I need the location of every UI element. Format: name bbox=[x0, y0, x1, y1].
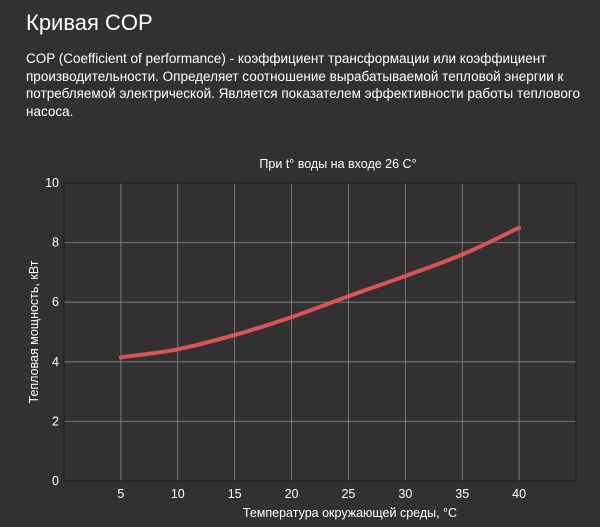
y-tick-label: 2 bbox=[52, 414, 59, 428]
x-tick-label: 10 bbox=[171, 487, 185, 501]
data-point bbox=[175, 347, 180, 352]
series-line bbox=[118, 225, 522, 360]
y-tick-label: 10 bbox=[45, 176, 59, 190]
x-tick-label: 35 bbox=[455, 487, 469, 501]
chart-series bbox=[118, 225, 522, 360]
y-tick-label: 6 bbox=[52, 295, 59, 309]
cop-chart: При t° воды на входе 26 C° 5 10 15 20 25 30 35… bbox=[27, 157, 577, 520]
data-point bbox=[517, 225, 522, 230]
x-tick-label: 20 bbox=[285, 487, 299, 501]
chart-title: При t° воды на входе 26 C° bbox=[259, 157, 416, 171]
y-axis-label: Тепловая мощность, кВт bbox=[27, 260, 41, 403]
chart-grid bbox=[64, 182, 576, 482]
x-tick-label: 5 bbox=[117, 487, 124, 501]
plot-frame bbox=[63, 182, 577, 482]
x-axis-label: Температура окружающей среды, °C bbox=[243, 506, 457, 520]
page-description: COP (Coefficient of performance) - коэфф… bbox=[26, 51, 581, 119]
chart-ticks: 5 10 15 20 25 30 35 40 0 2 4 6 8 10 bbox=[45, 176, 526, 501]
chart-container: При t° воды на входе 26 C° 5 10 15 20 25 30 35… bbox=[0, 145, 600, 522]
y-tick-label: 0 bbox=[52, 474, 59, 488]
y-tick-label: 8 bbox=[52, 236, 59, 250]
y-tick-label: 4 bbox=[52, 355, 59, 369]
x-tick-label: 25 bbox=[341, 487, 355, 501]
data-point bbox=[232, 332, 237, 337]
page-title: Кривая COP bbox=[26, 10, 153, 35]
x-tick-label: 40 bbox=[512, 487, 526, 501]
data-point bbox=[403, 273, 408, 278]
data-point bbox=[289, 315, 294, 320]
data-point bbox=[118, 355, 123, 360]
x-tick-label: 15 bbox=[228, 487, 242, 501]
data-point bbox=[460, 252, 465, 257]
x-tick-label: 30 bbox=[398, 487, 412, 501]
data-point bbox=[346, 294, 351, 299]
